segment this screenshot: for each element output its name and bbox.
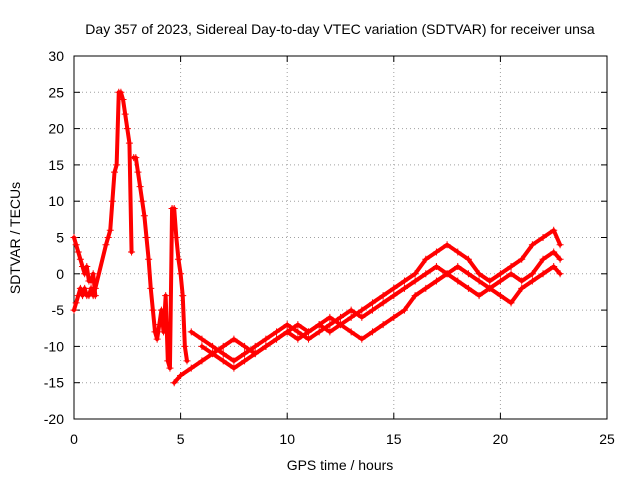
x-axis-label: GPS time / hours [287, 457, 394, 473]
y-tick-label: 20 [48, 121, 64, 137]
x-tick-label: 0 [70, 431, 78, 447]
y-tick-label: 5 [56, 230, 64, 246]
series-trace [72, 90, 134, 313]
chart-title: Day 357 of 2023, Sidereal Day-to-day VTE… [85, 21, 595, 37]
series-trace [199, 228, 563, 356]
series-track-3 [130, 154, 191, 372]
series-track-2 [70, 234, 99, 300]
y-axis-label: SDTVAR / TECUs [7, 182, 23, 294]
y-tick-label: 10 [48, 193, 64, 209]
y-tick-label: 30 [48, 48, 64, 64]
series-trace [131, 155, 189, 371]
y-tick-label: -5 [52, 302, 65, 318]
y-tick-label: 0 [56, 266, 64, 282]
y-tick-label: -20 [44, 411, 64, 427]
x-tick-label: 20 [493, 431, 509, 447]
plot-frame [73, 55, 608, 420]
series-trace [172, 264, 563, 385]
series-trace [72, 235, 98, 298]
grid-lines [74, 56, 607, 419]
axis-ticks: -20 -15 -10 -5 0 5 10 15 20 25 30 0 5 10 15 20 25 [44, 48, 615, 447]
series-track-4 [170, 263, 564, 387]
y-tick-label: -15 [44, 375, 64, 391]
x-tick-label: 10 [279, 431, 295, 447]
y-tick-label: 25 [48, 84, 64, 100]
series-track-5 [187, 248, 564, 365]
series-trace [189, 250, 563, 363]
y-tick-label: 15 [48, 157, 64, 173]
x-tick-label: 25 [599, 431, 615, 447]
x-tick-label: 15 [386, 431, 402, 447]
series-track-6 [198, 226, 564, 358]
x-tick-label: 5 [177, 431, 185, 447]
y-tick-label: -10 [44, 338, 64, 354]
data-points [70, 88, 564, 387]
